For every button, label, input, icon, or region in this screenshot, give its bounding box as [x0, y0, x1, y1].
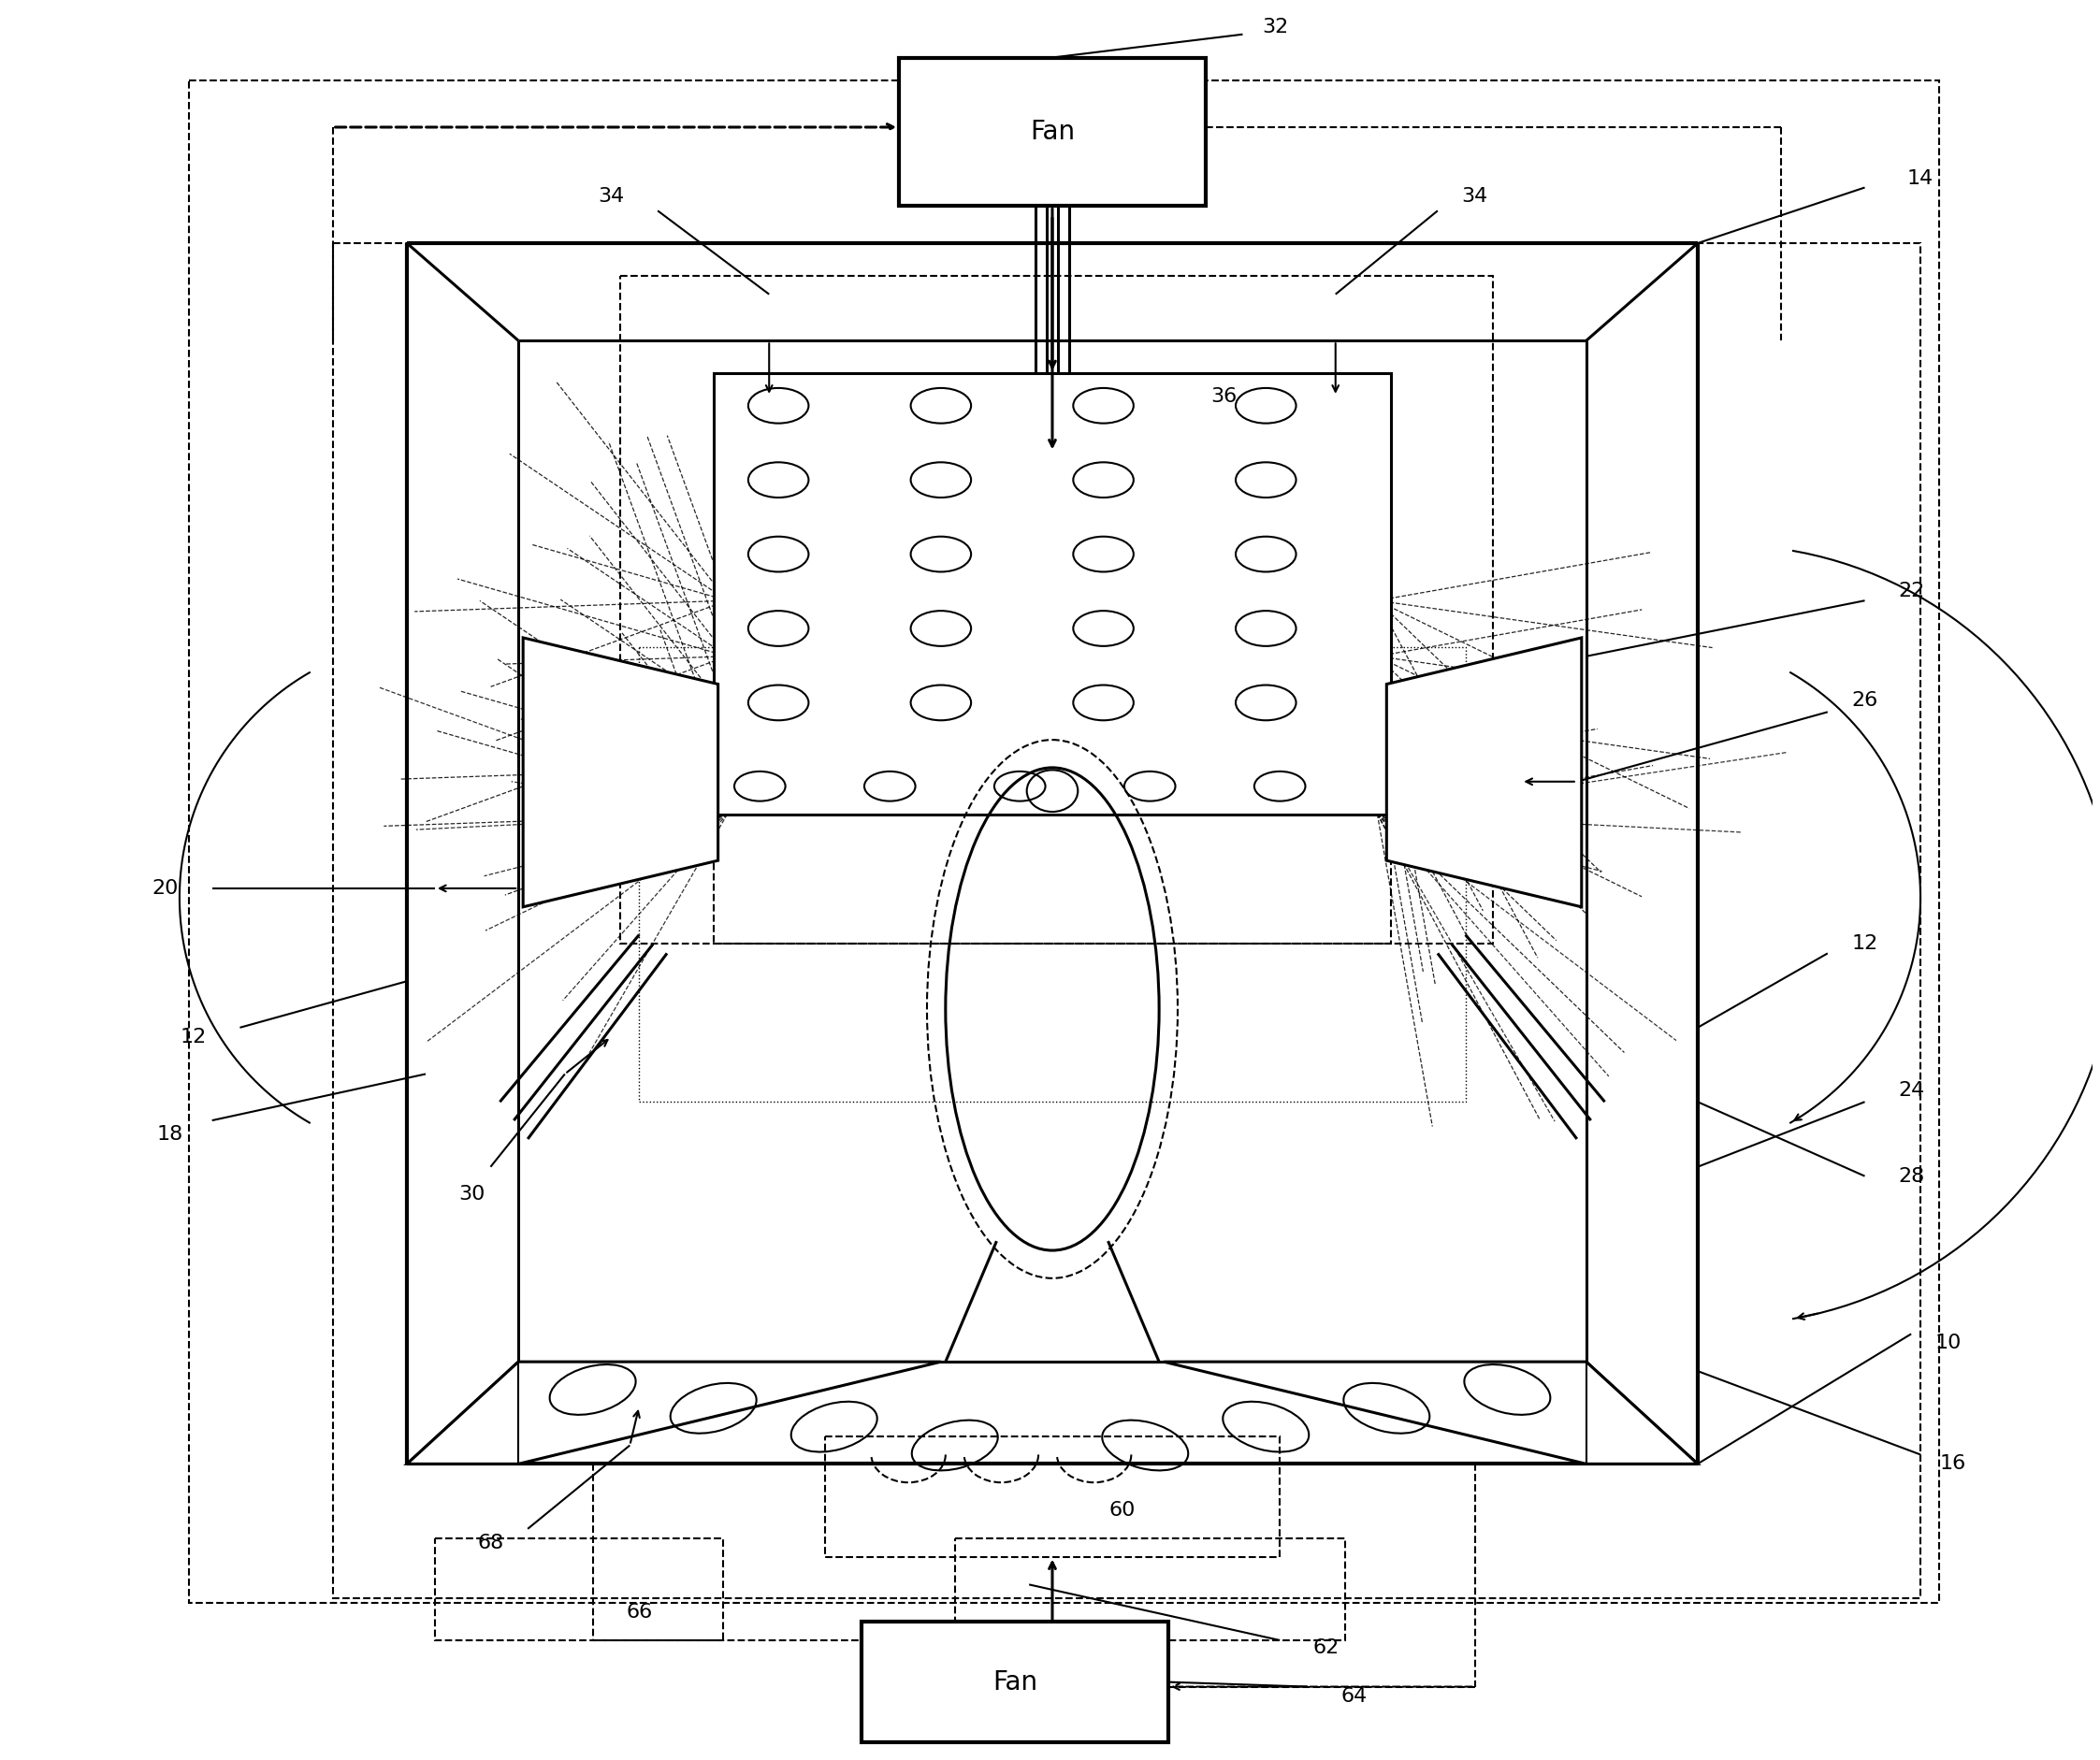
- Bar: [435, 1538, 722, 1640]
- Text: 34: 34: [1462, 187, 1489, 206]
- Text: 60: 60: [1109, 1501, 1136, 1519]
- Bar: [825, 1436, 1279, 1556]
- Text: 14: 14: [1907, 169, 1934, 188]
- Bar: [899, 58, 1205, 206]
- Bar: [189, 81, 1938, 1603]
- Text: 18: 18: [158, 1125, 183, 1144]
- Bar: [861, 1621, 1168, 1742]
- Text: 32: 32: [1262, 18, 1289, 37]
- Text: 24: 24: [1898, 1081, 1924, 1100]
- Text: 22: 22: [1898, 583, 1924, 600]
- Text: 64: 64: [1342, 1686, 1367, 1705]
- Polygon shape: [1163, 1362, 1697, 1464]
- Bar: [638, 648, 1466, 1102]
- Text: 68: 68: [477, 1533, 504, 1552]
- Text: 20: 20: [153, 878, 179, 898]
- Text: 62: 62: [1312, 1639, 1340, 1656]
- Text: 10: 10: [1934, 1334, 1961, 1353]
- Bar: [332, 243, 1921, 1598]
- Text: 66: 66: [626, 1603, 653, 1621]
- Text: 26: 26: [1852, 692, 1877, 711]
- Text: 12: 12: [181, 1028, 206, 1045]
- Bar: [714, 373, 1390, 815]
- Bar: [714, 739, 1390, 943]
- Bar: [956, 1538, 1344, 1640]
- Bar: [622, 276, 1493, 943]
- Polygon shape: [523, 637, 718, 906]
- Text: 16: 16: [1940, 1454, 1966, 1473]
- Text: 30: 30: [458, 1184, 485, 1204]
- Polygon shape: [1386, 637, 1581, 906]
- Text: 12: 12: [1852, 935, 1877, 954]
- Text: Fan: Fan: [1029, 118, 1075, 144]
- Text: 36: 36: [1212, 387, 1237, 407]
- Text: Fan: Fan: [993, 1668, 1037, 1695]
- Text: 28: 28: [1898, 1167, 1924, 1186]
- Text: 34: 34: [598, 187, 624, 206]
- Polygon shape: [407, 1362, 941, 1464]
